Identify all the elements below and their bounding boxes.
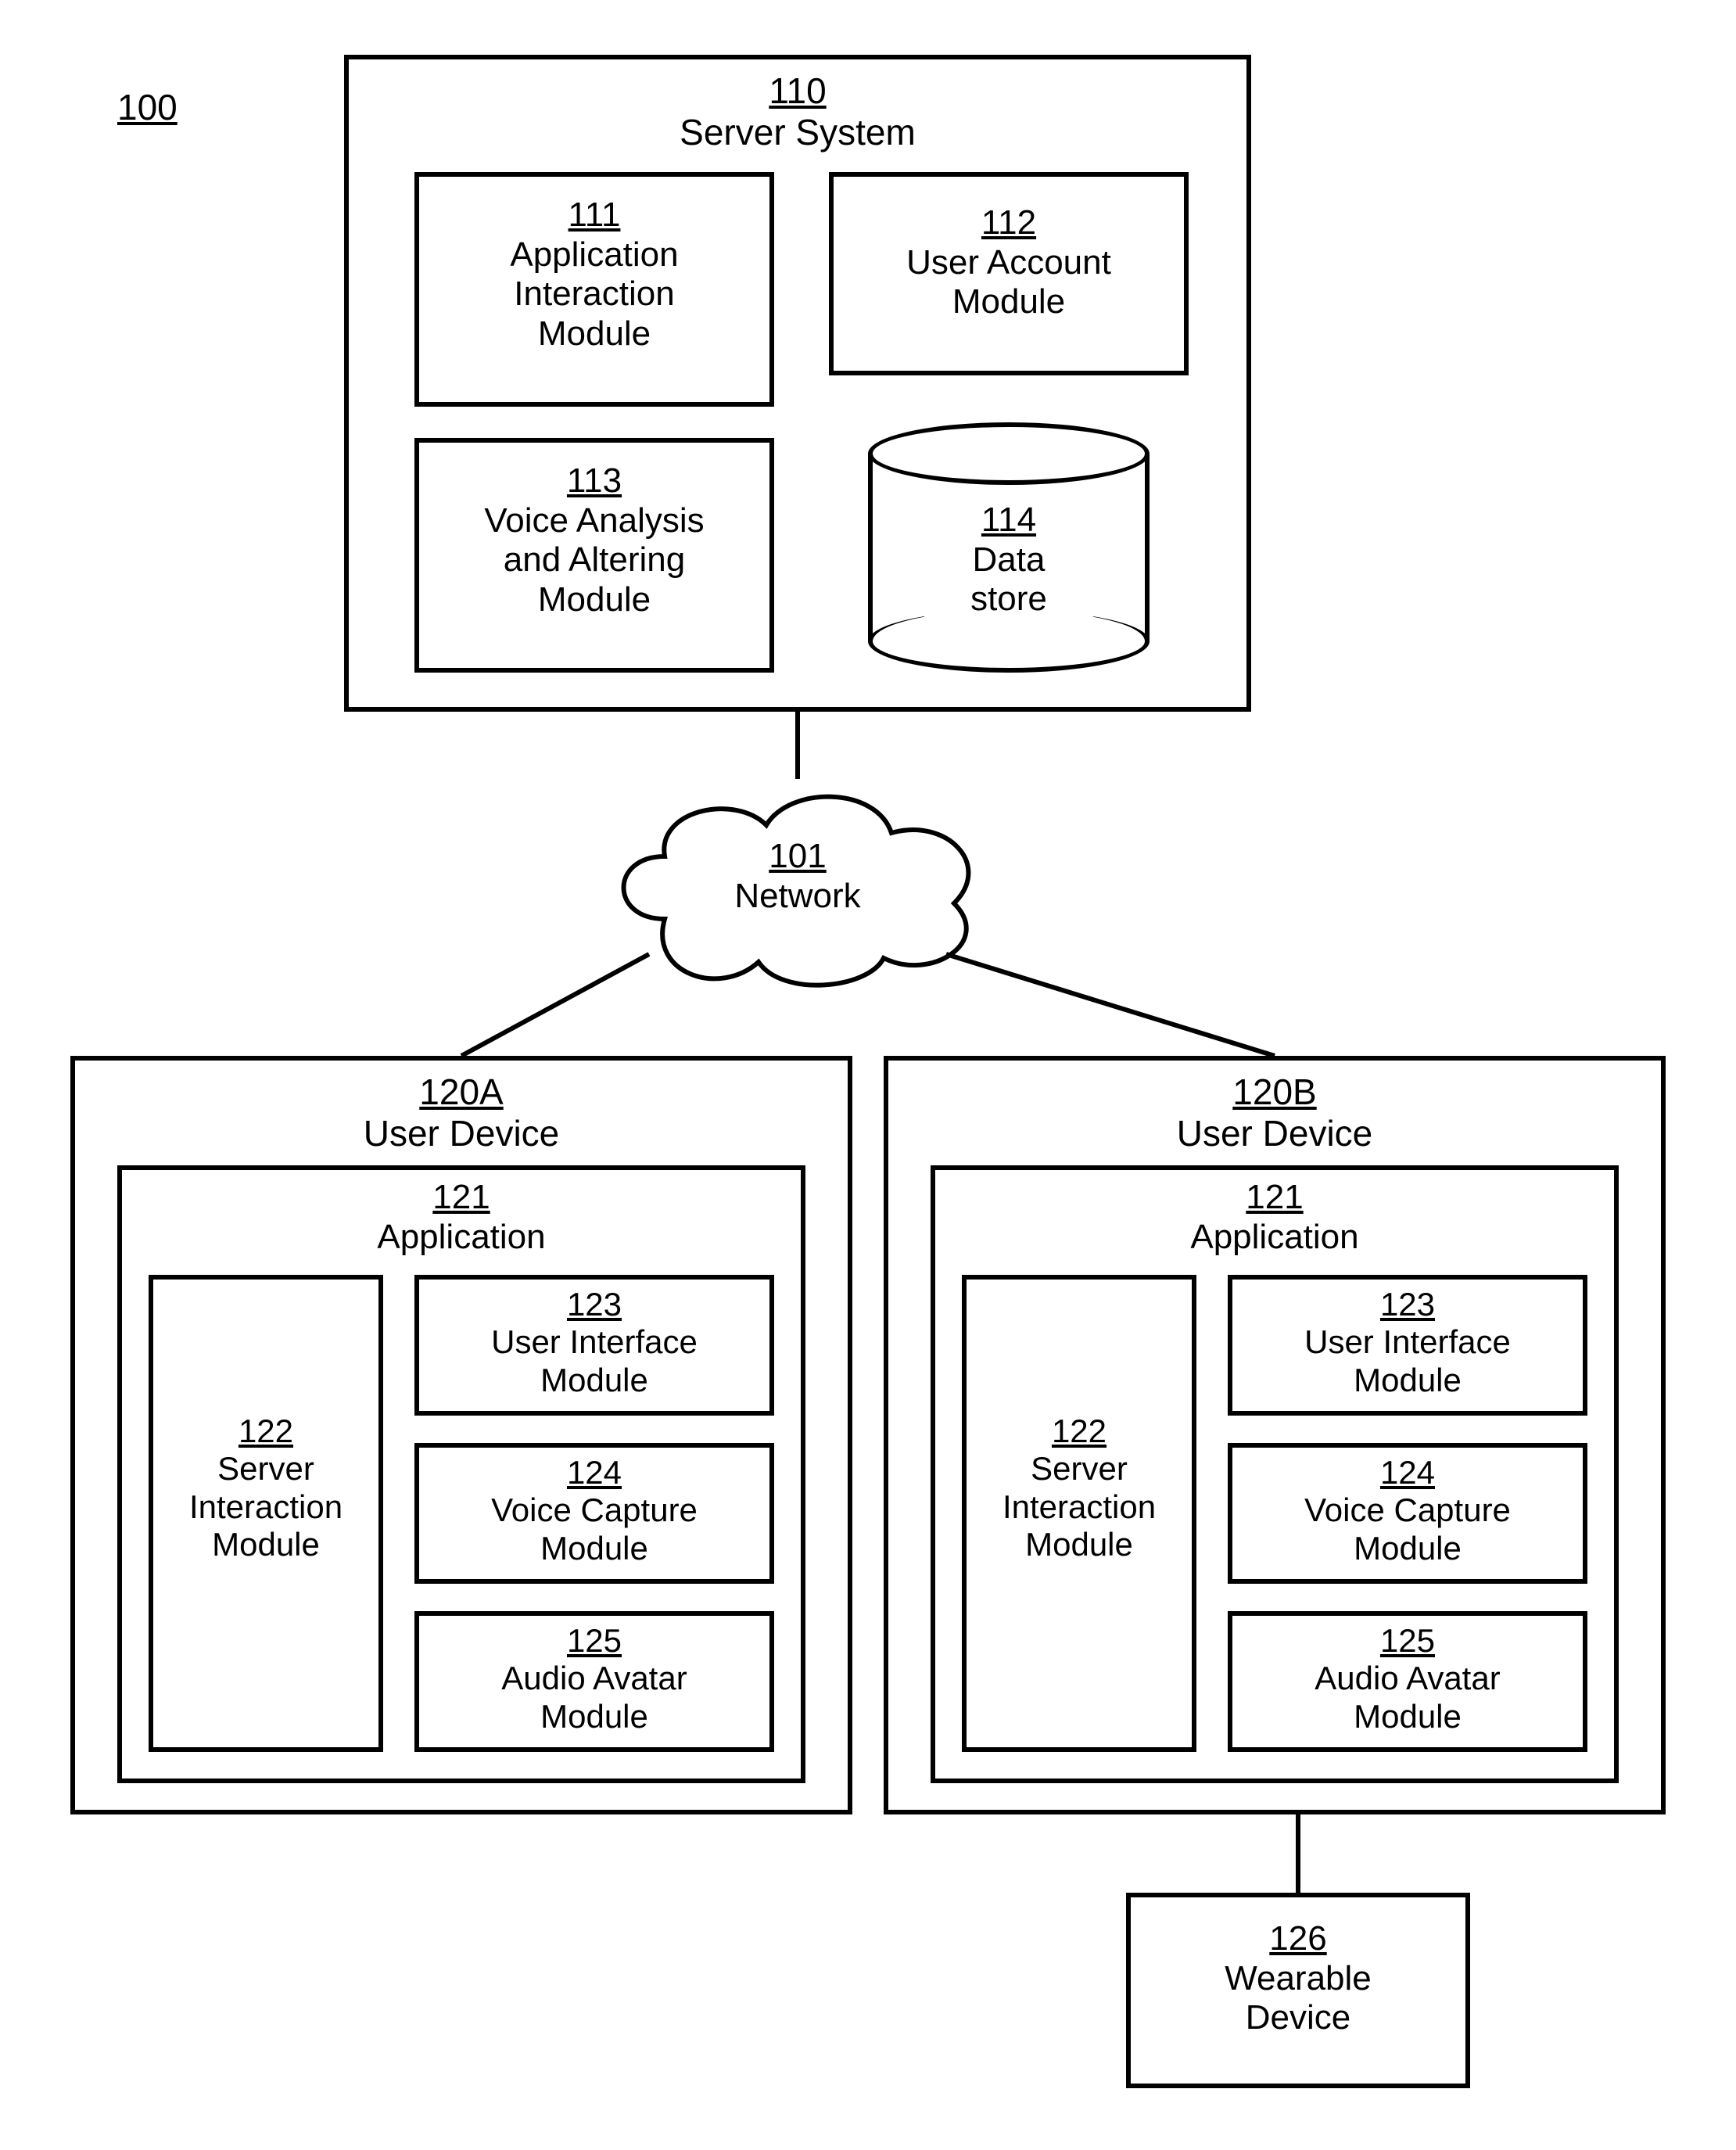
wearable-device-box: 126 Wearable Device bbox=[1126, 1893, 1470, 2088]
ui-module-b-label: 123 User Interface Module bbox=[1232, 1286, 1583, 1399]
application-a-title: 121 Application bbox=[122, 1178, 801, 1257]
application-b-title: 121 Application bbox=[935, 1178, 1614, 1257]
user-device-a-title: 120A User Device bbox=[75, 1071, 848, 1154]
ui-module-b-box: 123 User Interface Module bbox=[1228, 1275, 1587, 1416]
voice-capture-module-b-box: 124 Voice Capture Module bbox=[1228, 1443, 1587, 1584]
voice-capture-module-b-label: 124 Voice Capture Module bbox=[1232, 1454, 1583, 1567]
diagram-canvas: 100 110 Server System 111 Application In… bbox=[0, 0, 1736, 2150]
server-interaction-module-a-label: 122 Server Interaction Module bbox=[153, 1412, 378, 1563]
server-interaction-module-b-label: 122 Server Interaction Module bbox=[967, 1412, 1192, 1563]
audio-avatar-module-a-label: 125 Audio Avatar Module bbox=[419, 1622, 769, 1735]
audio-avatar-module-b-box: 125 Audio Avatar Module bbox=[1228, 1611, 1587, 1752]
server-interaction-module-a-box: 122 Server Interaction Module bbox=[149, 1275, 383, 1752]
user-device-b-title: 120B User Device bbox=[888, 1071, 1661, 1154]
audio-avatar-module-a-box: 125 Audio Avatar Module bbox=[414, 1611, 774, 1752]
wearable-device-label: 126 Wearable Device bbox=[1131, 1919, 1465, 2038]
audio-avatar-module-b-label: 125 Audio Avatar Module bbox=[1232, 1622, 1583, 1735]
voice-capture-module-a-box: 124 Voice Capture Module bbox=[414, 1443, 774, 1584]
ui-module-a-box: 123 User Interface Module bbox=[414, 1275, 774, 1416]
voice-capture-module-a-label: 124 Voice Capture Module bbox=[419, 1454, 769, 1567]
ui-module-a-label: 123 User Interface Module bbox=[419, 1286, 769, 1399]
connector-deviceb-wearable bbox=[1296, 1814, 1300, 1893]
server-interaction-module-b-box: 122 Server Interaction Module bbox=[962, 1275, 1196, 1752]
